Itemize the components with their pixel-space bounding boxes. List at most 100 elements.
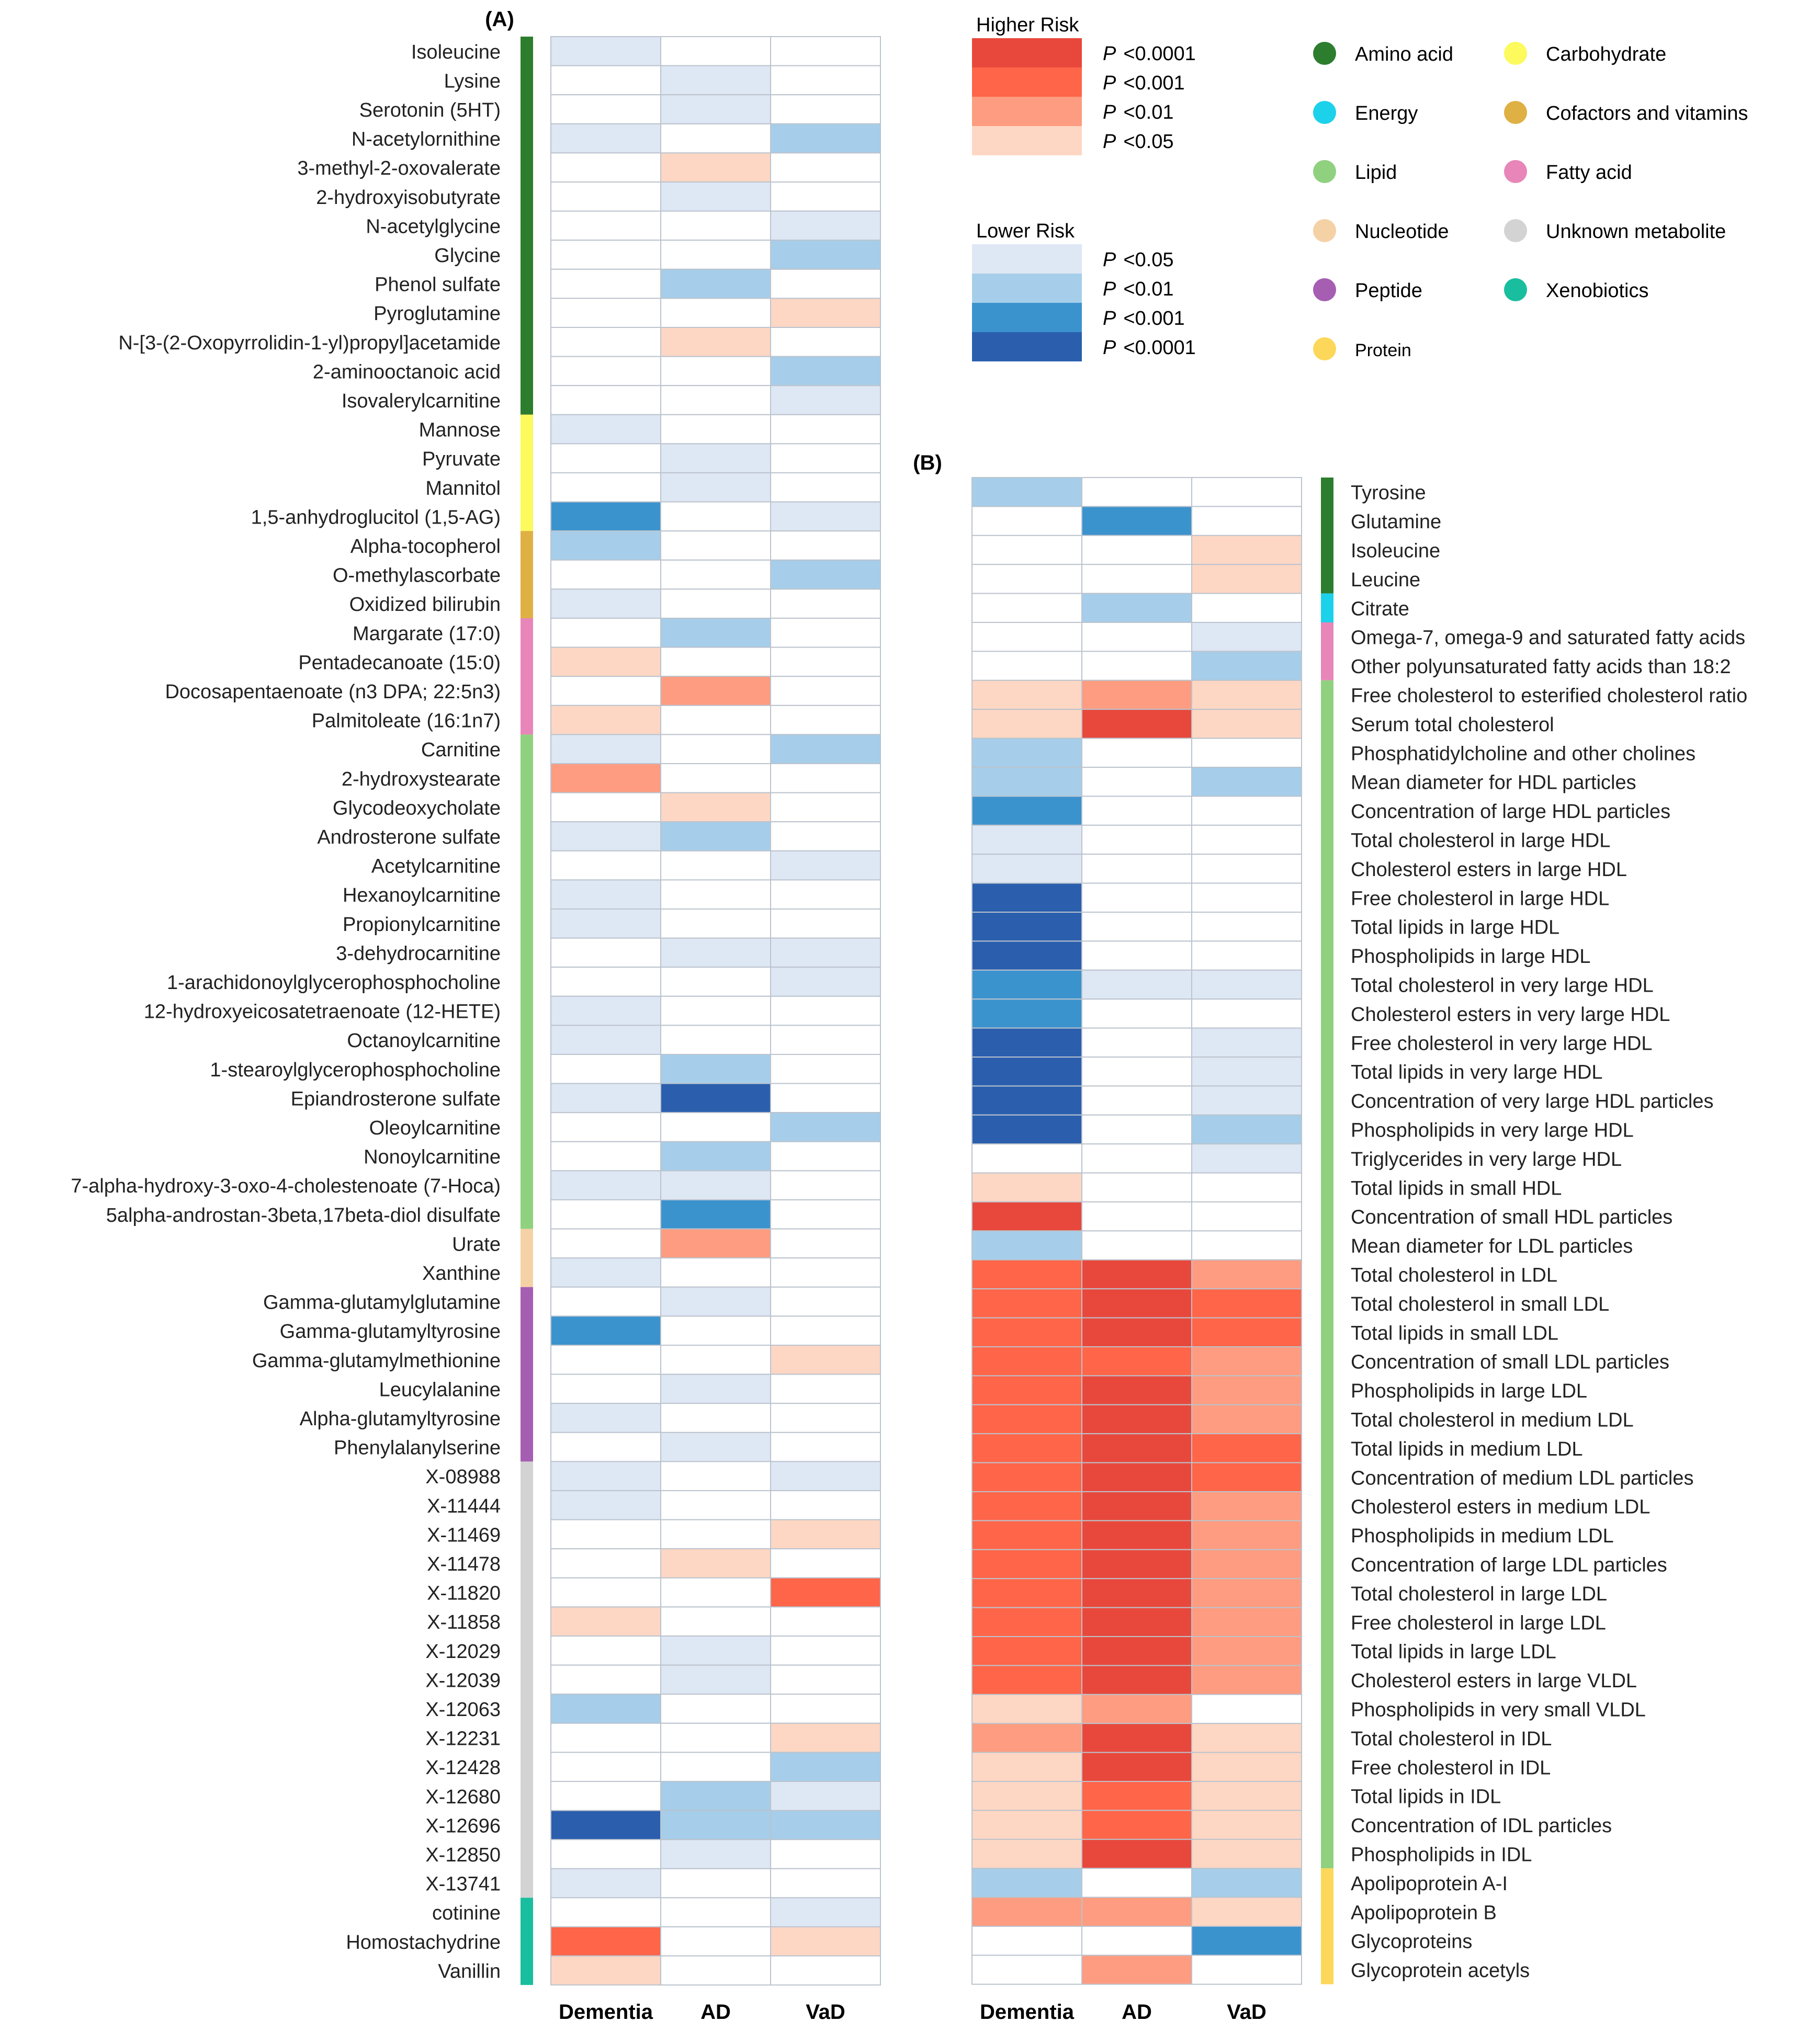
heatmap-cell — [1081, 737, 1192, 768]
row-label: Total cholesterol in very large HDL — [1351, 975, 1654, 997]
heatmap-cell — [770, 850, 881, 881]
heatmap-cell — [1081, 1375, 1192, 1405]
heatmap-cell — [770, 967, 881, 997]
row-label: Carnitine — [421, 739, 501, 761]
heatmap-cell — [1191, 622, 1302, 652]
heatmap-cell — [770, 1897, 881, 1927]
heatmap-cell — [1081, 854, 1192, 884]
heatmap-cell — [1191, 1346, 1302, 1377]
heatmap-cell — [1081, 1838, 1192, 1869]
heatmap-cell — [1081, 1694, 1192, 1724]
panel-b-tag: (B) — [913, 451, 942, 474]
lower-risk-swatch — [972, 244, 1082, 274]
heatmap-cell — [660, 1461, 771, 1491]
heatmap-cell — [1191, 767, 1302, 797]
heatmap-cell — [971, 1955, 1082, 1985]
heatmap-cell — [971, 679, 1082, 710]
row-label: Cholesterol esters in large HDL — [1351, 859, 1627, 881]
heatmap-cell — [660, 908, 771, 939]
heatmap-cell — [1191, 1491, 1302, 1521]
heatmap-cell — [1191, 535, 1302, 565]
heatmap-cell — [770, 646, 881, 677]
legend-dot-xeno — [1504, 278, 1527, 301]
heatmap-cell — [770, 821, 881, 851]
heatmap-cell — [660, 1577, 771, 1608]
heatmap-cell — [1081, 1578, 1192, 1608]
row-label: Total lipids in large HDL — [1351, 917, 1559, 939]
heatmap-cell — [1191, 1781, 1302, 1811]
heatmap-cell — [1081, 1114, 1192, 1145]
category-bar-protein — [1321, 1868, 1333, 1984]
higher-risk-swatch — [972, 126, 1082, 155]
legend-label-peptide: Peptide — [1355, 280, 1422, 302]
heatmap-cell — [1191, 1955, 1302, 1985]
row-label: Leucine — [1351, 569, 1420, 591]
category-bar-lipid — [1321, 680, 1333, 1869]
heatmap-cell — [1081, 1143, 1192, 1174]
heatmap-cell — [660, 1636, 771, 1666]
category-bar-lipid — [521, 734, 533, 1229]
heatmap-cell — [1081, 1201, 1192, 1232]
heatmap-cell — [660, 1199, 771, 1230]
row-label: 1,5-anhydroglucitol (1,5-AG) — [251, 506, 501, 528]
heatmap-cell — [660, 94, 771, 124]
heatmap-cell — [770, 123, 881, 154]
heatmap-cell — [770, 472, 881, 503]
heatmap-cell — [770, 1286, 881, 1317]
heatmap-cell — [550, 1373, 661, 1404]
heatmap-cell — [971, 1172, 1082, 1203]
heatmap-cell — [971, 506, 1082, 536]
row-label: Docosapentaenoate (n3 DPA; 22:5n3) — [165, 681, 501, 703]
heatmap-cell — [660, 1694, 771, 1724]
heatmap-cell — [1081, 1752, 1192, 1782]
heatmap-cell — [971, 1085, 1082, 1116]
heatmap-cell — [550, 1955, 661, 1986]
row-label: Total cholesterol in LDL — [1351, 1265, 1557, 1287]
heatmap-cell — [1081, 622, 1192, 652]
row-label: X-12029 — [425, 1641, 501, 1663]
heatmap-cell — [971, 1346, 1082, 1377]
heatmap-cell — [550, 1548, 661, 1578]
heatmap-cell — [971, 1375, 1082, 1405]
heatmap-cell — [660, 676, 771, 706]
heatmap-cell — [770, 443, 881, 474]
heatmap-cell — [770, 1781, 881, 1811]
heatmap-cell — [1191, 1607, 1302, 1638]
heatmap-cell — [660, 1315, 771, 1346]
row-label: Phosphatidylcholine and other cholines — [1351, 743, 1695, 765]
row-label: Glutamine — [1351, 511, 1441, 533]
heatmap-cell — [550, 646, 661, 677]
heatmap-cell — [1081, 1665, 1192, 1695]
heatmap-cell — [550, 94, 661, 124]
lower-risk-swatch — [972, 332, 1082, 361]
heatmap-cell — [660, 1403, 771, 1433]
row-label: Mannitol — [425, 478, 501, 499]
heatmap-cell — [971, 564, 1082, 594]
heatmap-cell — [971, 1636, 1082, 1666]
heatmap-cell — [971, 1288, 1082, 1319]
heatmap-cell — [971, 796, 1082, 826]
heatmap-cell — [1081, 1027, 1192, 1058]
heatmap-cell — [971, 622, 1082, 652]
heatmap-cell — [550, 501, 661, 532]
row-label: Citrate — [1351, 598, 1409, 620]
heatmap-cell — [1081, 1230, 1192, 1260]
heatmap-cell — [1191, 593, 1302, 623]
row-label: Phospholipids in IDL — [1351, 1844, 1532, 1866]
heatmap-cell — [971, 854, 1082, 884]
row-label: X-11858 — [427, 1611, 501, 1633]
heatmap-cell — [1081, 1346, 1192, 1377]
row-label: Mean diameter for LDL particles — [1351, 1235, 1633, 1257]
row-label: Concentration of small HDL particles — [1351, 1207, 1672, 1229]
legend-dot-carb — [1504, 42, 1527, 65]
column-label-vad: VaD — [806, 2001, 845, 2024]
heatmap-cell — [660, 734, 771, 765]
heatmap-cell — [1191, 1027, 1302, 1058]
heatmap-cell — [770, 1083, 881, 1114]
row-label: Total lipids in very large HDL — [1351, 1062, 1603, 1084]
heatmap-cell — [550, 995, 661, 1026]
lower-risk-title: Lower Risk — [976, 220, 1075, 242]
heatmap-cell — [660, 1752, 771, 1782]
heatmap-cell — [1191, 1259, 1302, 1290]
heatmap-cell — [550, 821, 661, 851]
